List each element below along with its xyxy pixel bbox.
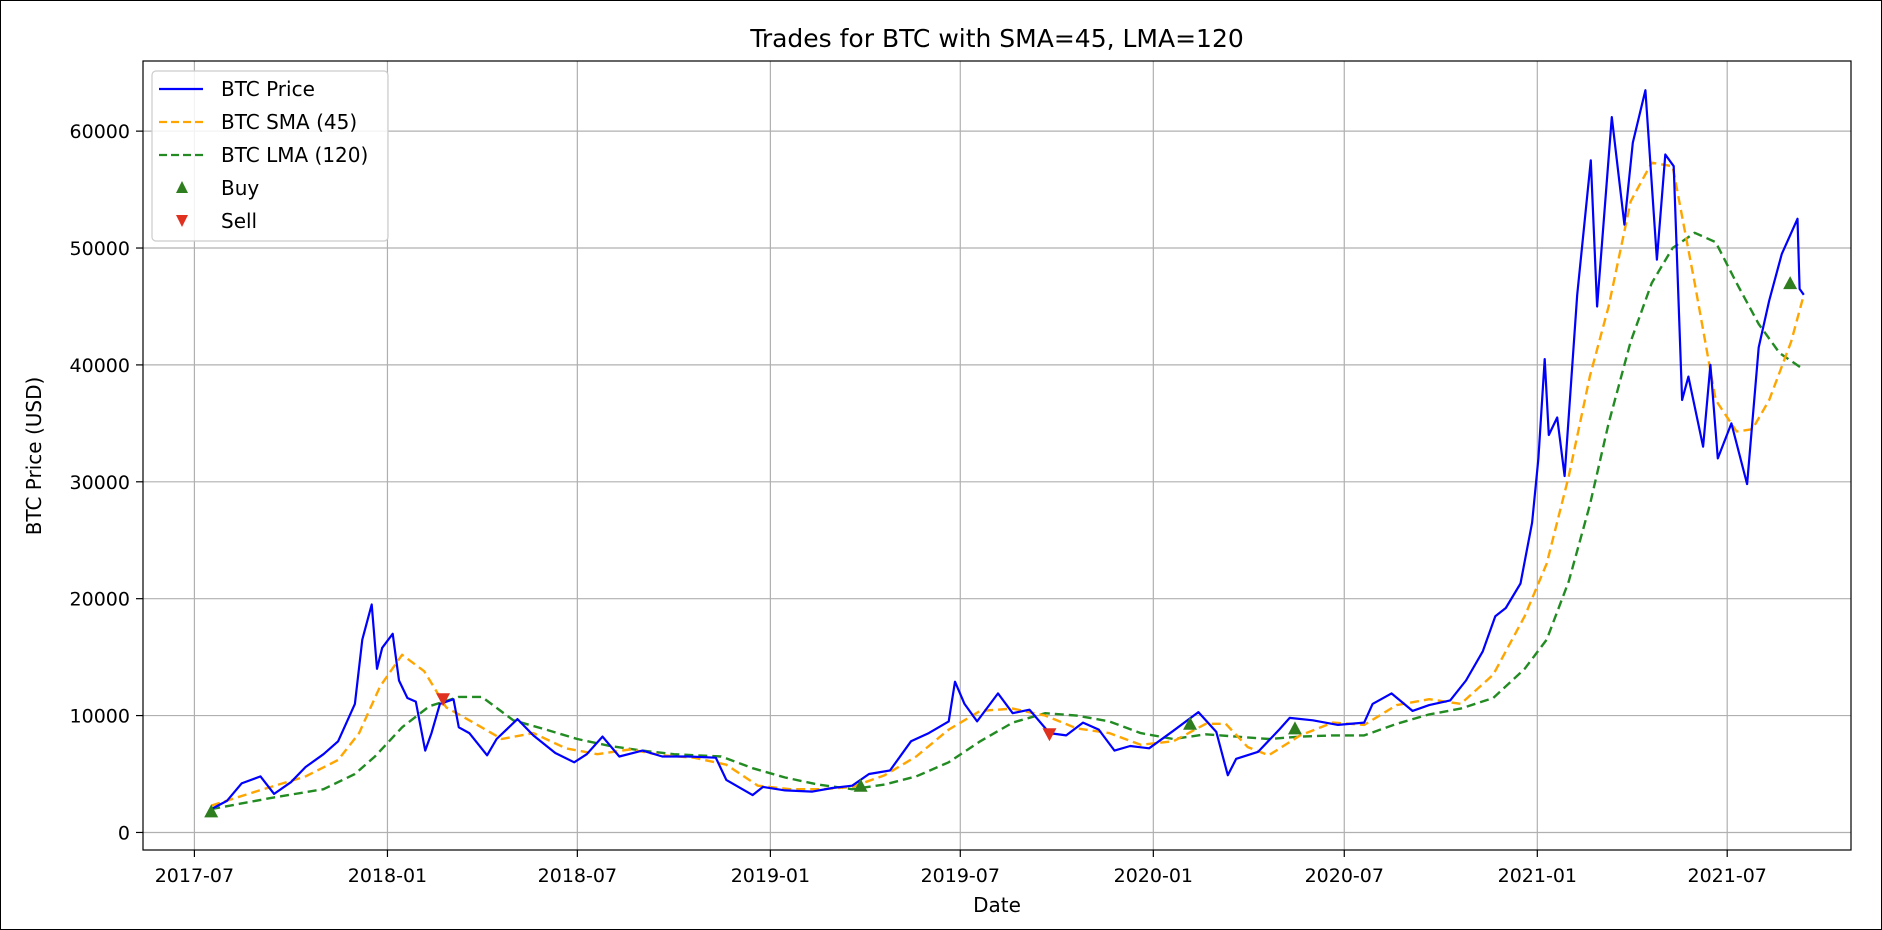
grid-lines: [143, 61, 1851, 850]
x-tick-label: 2018-07: [538, 865, 617, 887]
y-tick-label: 20000: [70, 589, 130, 611]
axis-ticks: 2017-07 2018-01 2018-07 2019-01 2019-07 2020-…: [70, 121, 1767, 887]
x-tick-label: 2021-07: [1688, 865, 1767, 887]
legend-box: [151, 70, 389, 242]
chart-title: Trades for BTC with SMA=45, LMA=120: [749, 24, 1244, 53]
legend-label-buy: Buy: [221, 176, 259, 200]
y-tick-label: 10000: [70, 706, 130, 728]
x-tick-label: 2017-07: [155, 865, 234, 887]
x-tick-label: 2018-01: [348, 865, 427, 887]
x-axis-label: Date: [973, 893, 1021, 917]
trade-markers: [204, 276, 1798, 818]
y-axis-label: BTC Price (USD): [22, 377, 46, 536]
x-tick-label: 2020-01: [1114, 865, 1193, 887]
legend-sell-marker-icon: [176, 215, 188, 227]
x-tick-label: 2019-01: [731, 865, 810, 887]
x-tick-label: 2019-07: [921, 865, 1000, 887]
y-tick-label: 30000: [70, 472, 130, 494]
legend: BTC Price BTC SMA (45) BTC LMA (120) Buy…: [151, 70, 389, 242]
legend-label-lma: BTC LMA (120): [221, 143, 368, 167]
legend-buy-marker-icon: [176, 181, 188, 193]
legend-label-sma: BTC SMA (45): [221, 110, 357, 134]
series-line-btc-price: [210, 89, 1805, 811]
series-line-btc-lma-120: [210, 231, 1805, 811]
x-tick-label: 2020-07: [1305, 865, 1384, 887]
y-tick-label: 50000: [70, 238, 130, 260]
y-tick-label: 60000: [70, 121, 130, 143]
y-tick-label: 40000: [70, 355, 130, 377]
buy-marker: [204, 804, 219, 818]
series-layer: [210, 89, 1805, 811]
buy-marker: [1183, 716, 1198, 730]
series-line-btc-sma-45: [210, 161, 1805, 807]
buy-marker: [1783, 276, 1798, 290]
legend-label-sell: Sell: [221, 209, 257, 233]
sell-marker: [436, 693, 451, 707]
legend-label-price: BTC Price: [221, 77, 315, 101]
buy-marker: [853, 778, 868, 792]
plot-area: [142, 60, 1852, 851]
y-tick-label: 0: [118, 822, 130, 844]
x-tick-label: 2021-01: [1498, 865, 1577, 887]
buy-marker: [1287, 721, 1302, 735]
sell-marker: [1042, 728, 1057, 742]
